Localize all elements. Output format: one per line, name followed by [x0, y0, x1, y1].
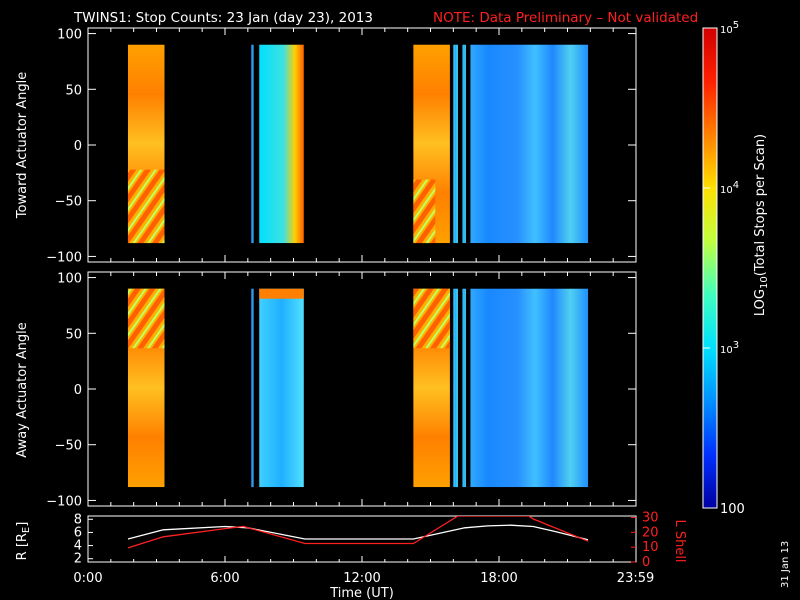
toward-data-segment: [453, 44, 458, 244]
radius-line: [127, 524, 589, 541]
x-tick-label: 6:00: [210, 571, 239, 586]
orbit-y2label: L Shell: [672, 519, 687, 562]
away-data-segment: [462, 288, 466, 488]
toward-ytick-label: 0: [74, 139, 82, 154]
away-ytick-label: 50: [65, 327, 82, 342]
x-axis-label: Time (UT): [329, 586, 394, 600]
colorbar-tick-base: 10: [720, 345, 733, 356]
away-segment-texture: [413, 288, 450, 349]
away-data-segment: [259, 288, 304, 488]
away-ylabel: Away Actuator Angle: [15, 322, 30, 457]
toward-ytick-label: 100: [57, 28, 82, 43]
colorbar-tick-label: 100: [720, 502, 745, 517]
away-data-segment: [453, 288, 458, 488]
away-data-segment: [251, 288, 254, 488]
colorbar-tick-exponent: 4: [733, 180, 739, 191]
orbit-ylabel: R [RE]: [15, 522, 32, 561]
away-segment-texture: [259, 288, 304, 299]
colorbar-tick-label: 103: [720, 340, 739, 356]
figure-title: TWINS1: Stop Counts: 23 Jan (day 23), 20…: [73, 10, 373, 26]
away-actuator-panel: 100 50 0 −50 −100: [46, 271, 637, 509]
colorbar-tick-label: 104: [720, 180, 739, 196]
orbit-y2tick-label: 30: [642, 510, 659, 525]
toward-ylabel: Toward Actuator Angle: [15, 72, 30, 219]
colorbar-scale: [702, 27, 718, 509]
toward-actuator-panel: 100 50 0 −50 −100: [46, 27, 637, 265]
away-segment-texture: [127, 288, 165, 349]
x-tick-label: 18:00: [480, 571, 517, 586]
toward-ytick-label: 50: [65, 83, 82, 98]
orbit-ytick-label: 4: [74, 539, 82, 554]
toward-ytick-label: −100: [46, 250, 82, 265]
colorbar-label: LOG10(Total Stops per Scan): [753, 134, 770, 316]
away-ytick-label: −100: [46, 494, 82, 509]
orbit-ytick-label: 6: [74, 525, 82, 540]
colorbar-tick-label: 105: [720, 20, 739, 36]
away-ytick-label: −50: [55, 439, 82, 454]
orbit-ytick-label: 2: [74, 552, 82, 567]
colorbar-tick-base: 10: [720, 25, 733, 36]
orbit-ytick-label: 8: [74, 512, 82, 527]
orbit-y2tick-label: 20: [642, 525, 659, 540]
x-tick-label: 0:00: [73, 571, 102, 586]
toward-data-segment: [462, 44, 466, 244]
l-shell-line: [127, 516, 589, 549]
away-ytick-label: 0: [74, 383, 82, 398]
toward-ytick-label: −50: [55, 195, 82, 210]
x-tick-label: 12:00: [343, 571, 380, 586]
toward-data-segment: [259, 44, 304, 244]
toward-data-segment: [251, 44, 254, 244]
away-data-segment: [470, 288, 589, 488]
colorbar-tick-base: 10: [720, 185, 733, 196]
orbit-y2tick-label: 10: [642, 540, 659, 555]
toward-data-segment: [470, 44, 589, 244]
colorbar-tick-exponent: 5: [733, 20, 739, 31]
toward-segment-texture: [413, 179, 436, 244]
colorbar-tick-exponent: 3: [733, 340, 739, 351]
preliminary-note: NOTE: Data Preliminary – Not validated: [433, 10, 698, 26]
orbit-y2tick-label: 0: [642, 555, 650, 570]
x-tick-label: 23:59: [617, 571, 654, 586]
toward-segment-texture: [127, 169, 165, 244]
away-ytick-label: 100: [57, 272, 82, 287]
date-stamp: 31 Jan 13: [780, 541, 791, 588]
